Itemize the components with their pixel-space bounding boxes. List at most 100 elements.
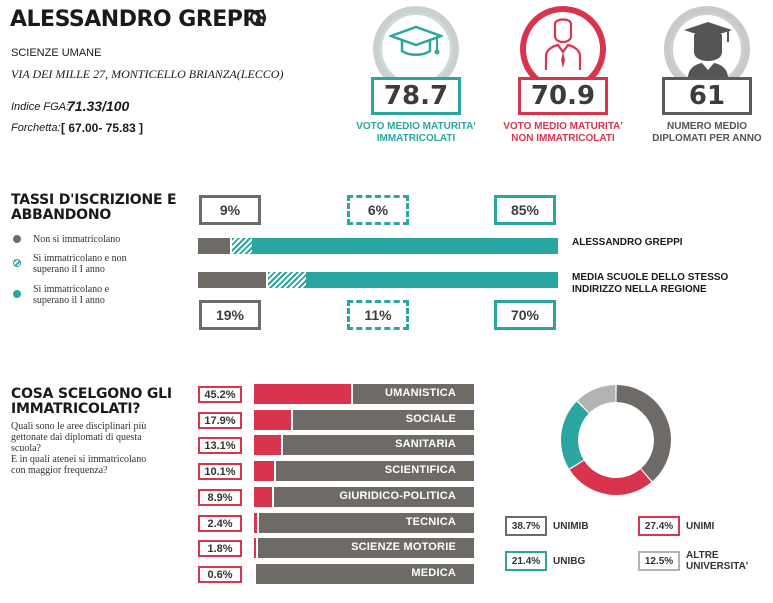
uni-name-unimib: UNIMIB [553,521,589,532]
area-pct-label: 8.9% [198,489,242,506]
stat-label-graduates: NUMERO MEDIO DIPLOMATI PER ANNO [632,121,773,145]
school-not-enrolled-pct: 9% [199,195,261,225]
rates-title: TASSI D'ISCRIZIONE E ABBANDONO [11,192,177,223]
school-continue-pct: 85% [494,195,556,225]
area-name-label: SOCIALE [405,413,456,425]
uni-name-line: UNIVERSITA' [686,561,749,572]
areas-chart: 45.2% UMANISTICA 17.9% SOCIALE 13.1% SANITARI… [198,384,478,589]
region-rate-bar [198,272,558,288]
school-dropout-pct: 6% [347,195,409,225]
person-icon [544,18,582,70]
region-dropout-pct: 11% [347,300,409,330]
rates-title-line: ABBANDONO [11,207,112,223]
uni-name-unibg: UNIBG [553,556,586,567]
region-not-enrolled-pct: 19% [199,300,261,330]
region-bar-label-line: MEDIA SCUOLE DELLO STESSO [572,272,729,283]
stat-label-enrolled: VOTO MEDIO MATURITA' IMMATRICOLATI [341,121,491,145]
stat-label-not-enrolled: VOTO MEDIO MATURITA' NON IMMATRICOLATI [488,121,638,145]
area-bar: UMANISTICA [254,384,474,404]
area-name-label: GIURIDICO-POLITICA [339,490,456,502]
region-bar-label: MEDIA SCUOLE DELLO STESSO INDIRIZZO NELL… [572,272,728,296]
region-continue-pct: 70% [494,300,556,330]
legend-line: Si immatricolano e [33,284,110,295]
uni-name-unimi: UNIMI [686,521,715,532]
choices-subtitle-line: Quali sono le aree disciplinari più [11,421,147,432]
area-bar: SCIENZE MOTORIE [254,538,474,558]
uni-pct-altre: 12.5% [638,551,680,571]
uni-name-altre: ALTRE UNIVERSITA' [686,550,748,572]
stat-value-not-enrolled: 70.9 [518,77,608,115]
school-type: SCIENZE UMANE [11,47,102,59]
area-name-label: SCIENZE MOTORIE [351,541,456,553]
donut-slice-unibg [561,401,589,469]
stat-label-line: NUMERO MEDIO [667,121,747,132]
legend-line: Si immatricolano e non [33,253,127,264]
area-name-label: UMANISTICA [384,387,456,399]
area-pct-label: 45.2% [198,386,242,403]
area-bar: SANITARIA [254,435,474,455]
area-bar-fill [254,564,256,584]
area-name-label: SANITARIA [395,438,456,450]
choices-subtitle-line: E in quali atenei si immatricolano [11,454,147,465]
stat-label-line: NON IMMATRICOLATI [511,133,615,144]
area-pct-label: 2.4% [198,515,242,532]
stat-label-line: VOTO MEDIO MATURITA' [503,121,623,132]
legend-dot-continue [13,290,21,298]
stat-label-line: DIPLOMATI PER ANNO [652,133,762,144]
legend-not-enrolled: Non si immatricolano [33,234,121,245]
fork-value: [ 67.00- 75.83 ] [61,121,144,135]
graduate-head-icon [684,22,732,78]
area-name-label: MEDICA [411,567,456,579]
school-dropout-segment [230,238,252,254]
stat-label-line: IMMATRICOLATI [376,133,456,144]
area-bar: SCIENTIFICA [254,461,474,481]
school-not-enrolled-segment [198,238,231,254]
school-address: VIA DEI MILLE 27, MONTICELLO BRIANZA(LEC… [11,67,284,81]
uni-name-line: ALTRE [686,550,719,561]
stat-value-graduates: 61 [662,77,752,115]
area-bar-fill [254,435,283,455]
region-dropout-segment [266,272,306,288]
area-bar: SOCIALE [254,410,474,430]
area-bar: TECNICA [254,513,474,533]
legend-continue: Si immatricolano e superano il I anno [33,284,109,306]
donut-slice-unimib [616,385,671,482]
region-bar-label-line: INDIRIZZO NELLA REGIONE [572,284,707,295]
area-pct-label: 17.9% [198,412,242,429]
uni-pct-unimib: 38.7% [505,516,547,536]
uni-pct-unibg: 21.4% [505,551,547,571]
area-pct-label: 13.1% [198,437,242,454]
stat-label-line: VOTO MEDIO MATURITA' [356,121,476,132]
legend-dot-not-enrolled [13,235,21,243]
universities-donut-chart [561,385,671,495]
globe-icon[interactable] [249,9,267,27]
area-bar-fill [254,461,277,481]
school-continue-segment [251,238,558,254]
choices-subtitle-line: scuola? [11,443,41,454]
area-bar-fill [254,410,294,430]
area-bar-fill [254,538,258,558]
choices-title: COSA SCELGONO GLI IMMATRICOLATI? [11,387,172,417]
choices-subtitle: Quali sono le aree disciplinari più gett… [11,421,191,476]
area-bar-fill [254,513,260,533]
area-bar-fill [254,384,354,404]
fga-label: Indice FGA: [11,101,70,113]
area-pct-label: 1.8% [198,540,242,557]
area-pct-label: 10.1% [198,463,242,480]
donut-slice-altre [577,385,616,413]
choices-title-line: COSA SCELGONO GLI [11,386,172,402]
legend-line: superano il I anno [33,264,105,275]
donut-slice-unimi [569,460,652,495]
area-name-label: SCIENTIFICA [384,464,456,476]
area-bar-fill [254,487,274,507]
choices-title-line: IMMATRICOLATI? [11,401,141,417]
fga-value: 71.33/100 [67,98,130,114]
page-title: ALESSANDRO GREPPI [10,7,266,32]
graduation-cap-icon [389,25,443,56]
region-continue-segment [305,272,558,288]
legend-dot-dropout [13,259,21,267]
school-bar-label: ALESSANDRO GREPPI [572,237,683,248]
area-pct-label: 0.6% [198,566,242,583]
rates-title-line: TASSI D'ISCRIZIONE E [11,192,177,208]
choices-subtitle-line: gettonate dai diplomati di questa [11,432,142,443]
